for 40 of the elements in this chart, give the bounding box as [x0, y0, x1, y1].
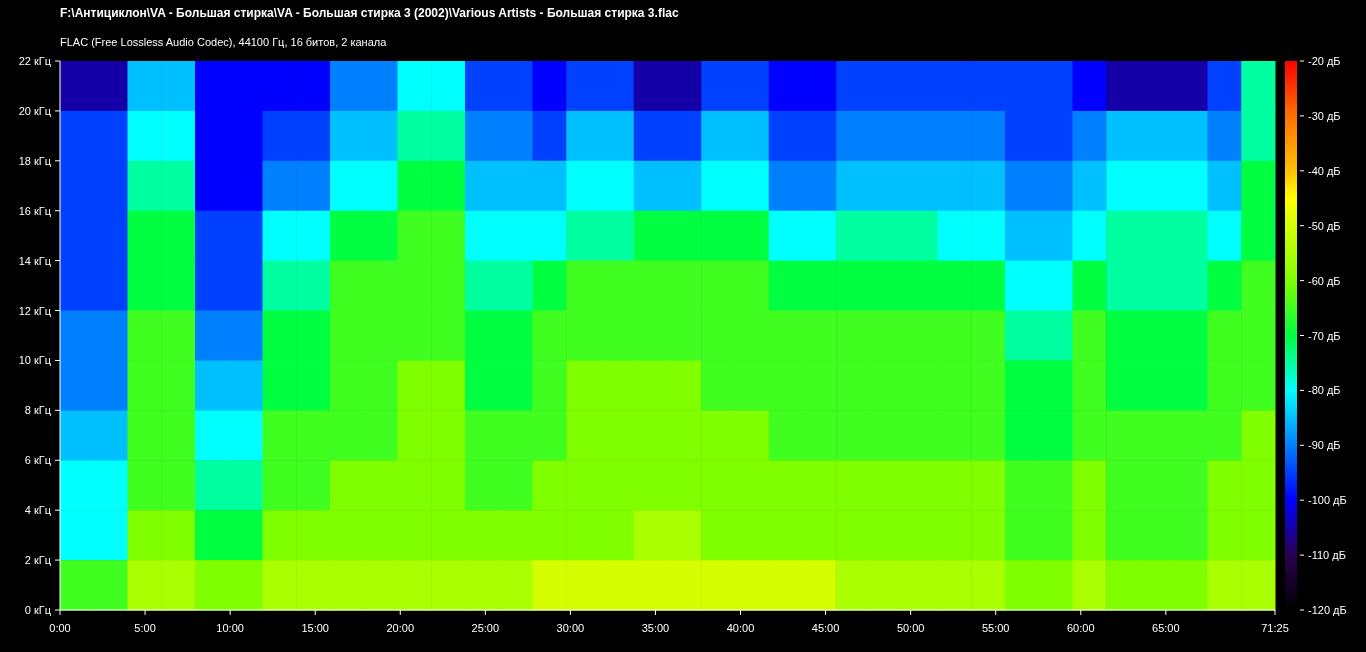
- chart-title: F:\Антициклон\VA - Большая стирка\VA - Большая стирка 3 (2002)\Various Artists - Большая стирка 3.flac: [60, 6, 679, 20]
- x-tick-label: 5:00: [134, 622, 156, 634]
- chart-subtitle: FLAC (Free Lossless Audio Codec), 44100 Гц, 16 битов, 2 канала: [60, 36, 388, 48]
- y-tick-label: 8 кГц: [24, 404, 52, 417]
- color-bar-label: -110 дБ: [1308, 549, 1346, 562]
- color-bar-label: -120 дБ: [1308, 604, 1347, 616]
- x-tick-label: 35:00: [641, 622, 670, 634]
- x-tick-label: 25:00: [471, 622, 500, 634]
- y-tick-label: 14 кГц: [18, 254, 52, 267]
- y-tick-label: 20 кГц: [18, 104, 52, 117]
- x-tick-label: 55:00: [981, 622, 1010, 634]
- color-bar-label: -40 дБ: [1308, 164, 1341, 177]
- y-tick-label: 16 кГц: [18, 204, 52, 217]
- x-tick-label: 20:00: [386, 622, 415, 634]
- x-tick-label: 50:00: [896, 622, 925, 634]
- y-tick-label: 18 кГц: [18, 154, 52, 167]
- x-tick-label: 45:00: [811, 622, 840, 634]
- y-tick-label: 10 кГц: [18, 354, 52, 367]
- x-tick-label: 65:00: [1152, 622, 1180, 634]
- y-tick-label: 12 кГц: [18, 304, 52, 317]
- y-tick-label: 2 кГц: [24, 554, 52, 567]
- y-tick-label: 22 кГц: [18, 55, 52, 67]
- x-tick-label: 0:00: [49, 622, 71, 634]
- color-bar-label: -30 дБ: [1308, 109, 1341, 122]
- x-tick-label: 40:00: [726, 622, 755, 634]
- y-tick-label: 4 кГц: [24, 504, 52, 517]
- color-bar-label: -60 дБ: [1308, 274, 1341, 287]
- color-bar-label: -50 дБ: [1308, 219, 1341, 232]
- color-bar-label: -20 дБ: [1308, 55, 1341, 67]
- y-tick-label: 0 кГц: [24, 604, 52, 616]
- x-tick-label: 30:00: [556, 622, 585, 634]
- color-bar-label: -70 дБ: [1308, 329, 1341, 342]
- color-bar-label: -80 дБ: [1308, 384, 1341, 397]
- y-tick-label: 6 кГц: [24, 454, 52, 467]
- x-tick-label: 15:00: [301, 622, 329, 634]
- color-bar-label: -100 дБ: [1308, 494, 1347, 507]
- x-tick-label: 60:00: [1067, 622, 1095, 634]
- color-bar-label: -90 дБ: [1308, 439, 1341, 452]
- x-tick-label: 71:25: [1261, 622, 1289, 634]
- x-tick-label: 10:00: [216, 622, 244, 634]
